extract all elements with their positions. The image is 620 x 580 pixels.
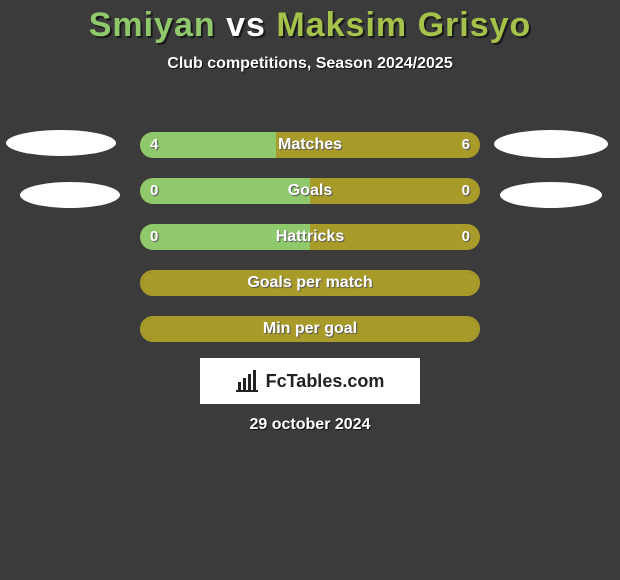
stat-row: Min per goal [0, 316, 620, 342]
bar-chart-icon [236, 370, 262, 392]
comparison-card: Smiyan vs Maksim Grisyo Club competition… [0, 6, 620, 580]
decorative-ellipse [494, 130, 608, 158]
value-left: 0 [150, 224, 180, 250]
bar-container [140, 224, 480, 250]
player1-name: Smiyan [89, 6, 216, 44]
bar-container [140, 316, 480, 342]
bar-fill [142, 318, 478, 340]
stat-row: Goals per match [0, 270, 620, 296]
branding: FcTables.com [236, 370, 385, 392]
bar-fill [142, 272, 478, 294]
value-right: 0 [440, 178, 470, 204]
vs-text: vs [226, 6, 266, 44]
decorative-ellipse [500, 182, 602, 208]
value-right: 6 [440, 132, 470, 158]
branding-text: FcTables.com [266, 371, 385, 392]
bar-container [140, 178, 480, 204]
value-left: 0 [150, 178, 180, 204]
decorative-ellipse [6, 130, 116, 156]
bar-container [140, 132, 480, 158]
date: 29 october 2024 [0, 416, 620, 434]
value-right: 0 [440, 224, 470, 250]
bar-container [140, 270, 480, 296]
decorative-ellipse [20, 182, 120, 208]
branding-box: FcTables.com [200, 358, 420, 404]
stat-row: Hattricks00 [0, 224, 620, 250]
player2-name: Maksim Grisyo [276, 6, 531, 44]
title: Smiyan vs Maksim Grisyo [0, 6, 620, 45]
subtitle: Club competitions, Season 2024/2025 [0, 55, 620, 73]
stats-rows: Matches46Goals00Hattricks00Goals per mat… [0, 132, 620, 362]
value-left: 4 [150, 132, 180, 158]
